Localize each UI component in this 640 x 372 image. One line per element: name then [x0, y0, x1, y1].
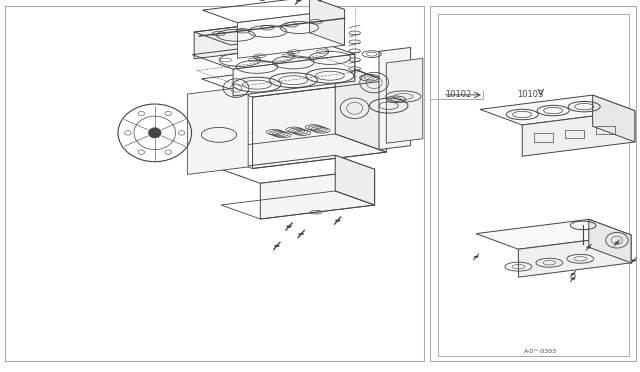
Polygon shape — [476, 219, 631, 249]
Polygon shape — [589, 219, 631, 263]
Polygon shape — [480, 95, 635, 125]
Polygon shape — [379, 48, 411, 150]
Ellipse shape — [296, 0, 301, 1]
Ellipse shape — [335, 219, 340, 221]
Bar — [430, 6, 636, 361]
Ellipse shape — [632, 260, 636, 262]
Ellipse shape — [615, 242, 620, 244]
Polygon shape — [335, 62, 387, 152]
Ellipse shape — [587, 246, 591, 248]
Bar — [564, 129, 584, 138]
Polygon shape — [310, 0, 344, 45]
Bar — [5, 6, 424, 361]
Polygon shape — [237, 10, 344, 58]
Polygon shape — [253, 81, 387, 169]
Bar — [596, 126, 615, 134]
Bar — [438, 14, 629, 356]
Ellipse shape — [148, 128, 161, 138]
Text: 10102: 10102 — [445, 90, 471, 99]
Polygon shape — [335, 155, 374, 205]
Ellipse shape — [275, 245, 280, 247]
Polygon shape — [593, 95, 635, 142]
Bar — [534, 134, 553, 142]
Polygon shape — [194, 19, 303, 59]
Polygon shape — [188, 87, 248, 174]
Ellipse shape — [287, 225, 292, 228]
Polygon shape — [233, 54, 355, 96]
Ellipse shape — [260, 0, 265, 1]
Ellipse shape — [571, 273, 575, 275]
Polygon shape — [260, 169, 374, 219]
Text: A·0^·0303: A·0^·0303 — [524, 349, 557, 354]
Ellipse shape — [299, 233, 304, 235]
Text: 10103: 10103 — [517, 90, 543, 99]
Polygon shape — [387, 58, 423, 143]
Ellipse shape — [571, 278, 575, 280]
Polygon shape — [522, 111, 635, 156]
Ellipse shape — [474, 256, 479, 258]
Polygon shape — [518, 235, 631, 277]
